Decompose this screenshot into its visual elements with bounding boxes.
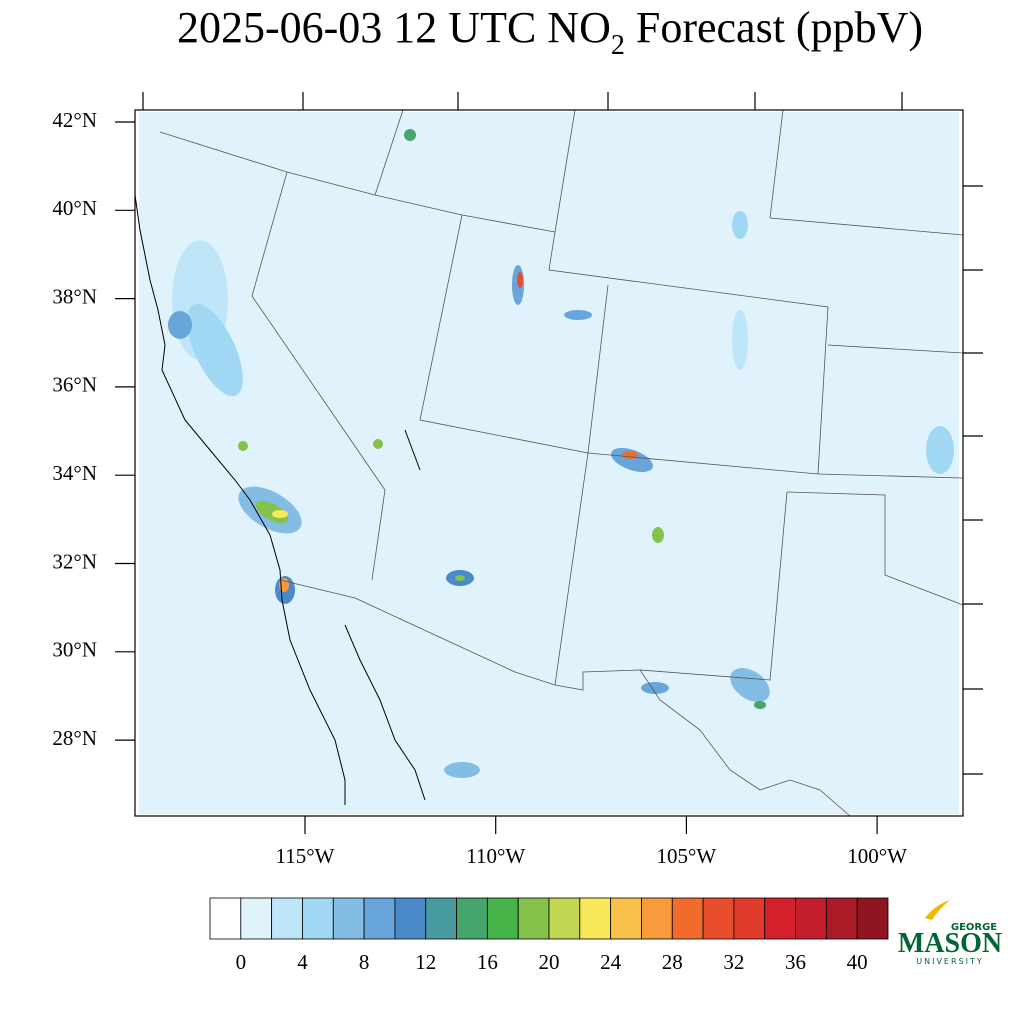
lat-label: 36°N — [52, 373, 97, 397]
lon-label: 110°W — [466, 844, 525, 868]
colorbar-box — [733, 897, 766, 940]
colorbar-box — [856, 897, 889, 940]
lat-label: 38°N — [52, 284, 97, 308]
colorbar-box — [671, 897, 704, 940]
title: 2025-06-03 12 UTC NO2 Forecast (ppbV) — [177, 3, 923, 61]
state-borders — [159, 109, 964, 817]
lon-label: 115°W — [276, 844, 335, 868]
colorbar-box — [579, 897, 612, 940]
colorbar-label: 8 — [359, 950, 370, 974]
lat-label: 42°N — [52, 108, 97, 132]
colorbar-label: 16 — [477, 950, 498, 974]
frame-ticks — [142, 92, 983, 775]
colorbar: 0 4 8 12 16 20 24 28 32 36 40 — [209, 897, 889, 974]
logo: GEORGE MASON UNIVERSITY — [898, 900, 1002, 966]
colorbar-label: 4 — [297, 950, 308, 974]
colorbar-label: 32 — [723, 950, 744, 974]
lon-label: 105°W — [657, 844, 717, 868]
colorbar-label: 20 — [539, 950, 560, 974]
colorbar-box — [209, 897, 242, 940]
lat-label: 34°N — [52, 461, 97, 485]
colorbar-box — [271, 897, 303, 940]
colorbar-label: 36 — [785, 950, 806, 974]
colorbar-box — [363, 897, 396, 940]
logo-top: GEORGE — [951, 922, 997, 933]
title-text: Forecast (ppbV) — [625, 3, 923, 52]
logo-main: MASON — [898, 928, 1002, 959]
colorbar-label: 40 — [847, 950, 868, 974]
logo-bottom: UNIVERSITY — [916, 957, 984, 966]
colorbar-box — [240, 897, 273, 940]
colorbar-box — [548, 897, 581, 940]
colorbar-box — [332, 897, 365, 940]
no2-field — [139, 112, 959, 814]
colorbar-box — [302, 897, 334, 940]
coastline — [134, 194, 426, 805]
lat-label: 32°N — [52, 549, 97, 573]
colorbar-box — [795, 897, 827, 940]
colorbar-box — [825, 897, 858, 940]
map-frame — [134, 109, 964, 817]
map: 42°N 40°N 38°N 36°N 34°N 32°N 30°N 28°N 115°W 110… — [52, 92, 983, 868]
colorbar-box — [425, 897, 457, 940]
colorbar-box — [610, 897, 642, 940]
colorbar-label: 12 — [415, 950, 436, 974]
colorbar-box — [394, 897, 427, 940]
plumes — [168, 129, 954, 778]
colorbar-label: 0 — [236, 950, 247, 974]
lat-label: 28°N — [52, 726, 97, 750]
colorbar-box — [764, 897, 796, 940]
colorbar-label: 28 — [662, 950, 683, 974]
lon-label: 100°W — [847, 844, 907, 868]
colorbar-box — [486, 897, 519, 940]
colorbar-box — [702, 897, 735, 940]
title-subscript: 2 — [611, 30, 625, 61]
colorbar-box — [456, 897, 488, 940]
colorbar-label: 24 — [600, 950, 622, 974]
colorbar-box — [517, 897, 550, 940]
lat-label: 40°N — [52, 196, 97, 220]
colorbar-box — [641, 897, 673, 940]
title-text: 2025-06-03 12 UTC NO — [177, 3, 611, 52]
lat-label: 30°N — [52, 638, 97, 662]
